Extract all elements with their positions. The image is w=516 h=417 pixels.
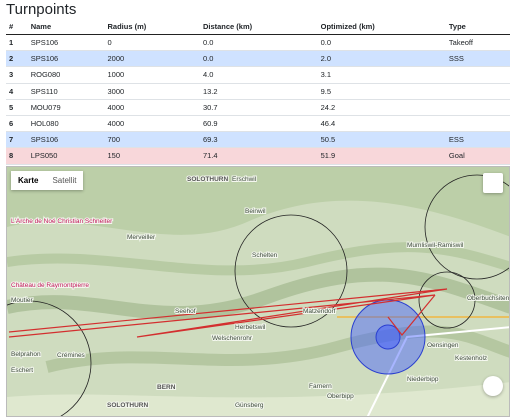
- table-cell: HOL080: [27, 115, 105, 133]
- map-label: Farnern: [309, 383, 332, 390]
- page-title: Turnpoints: [6, 1, 77, 18]
- table-cell: Goal: [445, 147, 510, 165]
- map-label: Oberbipp: [327, 393, 354, 400]
- table-row: 1 SPS106 0 0.0 0.0 Takeoff: [6, 34, 510, 52]
- table-cell: 4.0: [199, 66, 318, 84]
- map-label: Château de Raymontpierre: [11, 282, 89, 289]
- table-cell: SSS: [445, 50, 510, 68]
- table-cell: 4000: [104, 99, 200, 116]
- table-cell: 4: [6, 83, 28, 100]
- table-row: 7 SPS106 700 69.3 50.5 ESS: [6, 131, 510, 149]
- table-row: 2 SPS106 2000 0.0 2.0 SSS: [6, 50, 510, 68]
- table-cell: 30.7: [199, 99, 318, 116]
- table-cell: SPS106: [27, 50, 105, 68]
- table-cell: 71.4: [199, 147, 318, 165]
- map-label: Merveiller: [127, 234, 156, 241]
- table-cell: 7: [6, 131, 28, 149]
- table-cell: 51.9: [317, 147, 446, 165]
- table-cell: [445, 83, 510, 100]
- map-label: Herbetswil: [235, 324, 266, 331]
- table-cell: 1: [6, 34, 28, 52]
- table-cell: 8: [6, 147, 28, 165]
- table-cell: 3.1: [317, 66, 446, 84]
- fullscreen-button[interactable]: [483, 173, 503, 193]
- map-label: Mumliswil-Ramiswil: [407, 242, 464, 249]
- map-label: Günsberg: [235, 402, 264, 409]
- table-cell: Takeoff: [445, 34, 510, 52]
- column-header: Distance (km): [199, 19, 318, 35]
- map-label: Matzendorf: [303, 308, 336, 315]
- map-control-button[interactable]: [483, 376, 503, 396]
- table-cell: 1000: [104, 66, 200, 84]
- table-cell: 3000: [104, 83, 200, 100]
- map-label: Welschenrohr: [212, 335, 253, 342]
- map-label: Beinwil: [245, 208, 266, 215]
- table-header: # Name Radius (m) Distance (km) Optimized (k…: [6, 19, 510, 35]
- table-cell: ROG080: [27, 66, 105, 84]
- column-header: #: [6, 19, 28, 35]
- table-cell: [445, 99, 510, 116]
- column-header: Name: [27, 19, 105, 35]
- map-type-button[interactable]: Satellit: [52, 176, 77, 185]
- table-cell: 5: [6, 99, 28, 116]
- map-label: L'Arche de Noé Christian Schneiter: [11, 218, 113, 225]
- map-canvas: SOLOTHURN Erschwil Beinwil Merveiller Schelt…: [7, 167, 510, 416]
- turnpoints-table: # Name Radius (m) Distance (km) Optimized (k…: [6, 19, 510, 165]
- column-header: Optimized (km): [317, 19, 446, 35]
- table-cell: SPS106: [27, 131, 105, 149]
- table-cell: SPS106: [27, 34, 105, 52]
- table-cell: 0.0: [199, 50, 318, 68]
- table-row: 3 ROG080 1000 4.0 3.1: [6, 66, 510, 84]
- table-row: 6 HOL080 4000 60.9 46.4: [6, 115, 510, 133]
- table-cell: 150: [104, 147, 200, 165]
- table-row: 8 LPS050 150 71.4 51.9 Goal: [6, 147, 510, 165]
- table-cell: 69.3: [199, 131, 318, 149]
- map-label: Niederbipp: [407, 376, 439, 383]
- map-label: SOLOTHURN: [107, 402, 148, 409]
- map-label: BERN: [157, 384, 176, 391]
- table-cell: LPS050: [27, 147, 105, 165]
- map-label: Erschwil: [232, 176, 257, 183]
- table-body: 1 SPS106 0 0.0 0.0 Takeoff 2 SPS106 2000 0.0 2.0 SS…: [6, 34, 510, 165]
- map-label: Belprahon: [11, 351, 41, 358]
- table-cell: [445, 115, 510, 133]
- column-header: Type: [445, 19, 510, 35]
- table-cell: 3: [6, 66, 28, 84]
- table-cell: ESS: [445, 131, 510, 149]
- table-cell: SPS110: [27, 83, 105, 100]
- table-cell: 700: [104, 131, 200, 149]
- map-label: Crémines: [57, 352, 86, 359]
- table-cell: 0: [104, 34, 200, 52]
- table-cell: 46.4: [317, 115, 446, 133]
- map-label: Oensingen: [427, 342, 459, 349]
- table-cell: MOU079: [27, 99, 105, 116]
- table-cell: [445, 66, 510, 84]
- table-cell: 0.0: [317, 34, 446, 52]
- table-row: 5 MOU079 4000 30.7 24.2: [6, 99, 510, 116]
- table-row: 4 SPS110 3000 13.2 9.5: [6, 83, 510, 100]
- table-cell: 6: [6, 115, 28, 133]
- table-cell: 2.0: [317, 50, 446, 68]
- table-cell: 9.5: [317, 83, 446, 100]
- table-cell: 13.2: [199, 83, 318, 100]
- table-cell: 60.9: [199, 115, 318, 133]
- map-label: Schelten: [252, 252, 278, 259]
- map-type-control: Karte Satellit: [11, 171, 84, 190]
- map: SOLOTHURN Erschwil Beinwil Merveiller Schelt…: [6, 166, 510, 417]
- map-label: SOLOTHURN: [187, 176, 228, 183]
- map-label: Eschert: [11, 367, 33, 374]
- table-cell: 4000: [104, 115, 200, 133]
- map-label: Oberbuchsiten: [467, 295, 510, 302]
- table-cell: 50.5: [317, 131, 446, 149]
- map-label: Moutier: [11, 297, 34, 304]
- map-label: Kestenholz: [455, 355, 487, 362]
- table-cell: 0.0: [199, 34, 318, 52]
- table-cell: 2000: [104, 50, 200, 68]
- map-type-button[interactable]: Karte: [18, 176, 39, 185]
- table-cell: 24.2: [317, 99, 446, 116]
- map-label: Seehof: [175, 308, 196, 315]
- column-header: Radius (m): [104, 19, 200, 35]
- table-cell: 2: [6, 50, 28, 68]
